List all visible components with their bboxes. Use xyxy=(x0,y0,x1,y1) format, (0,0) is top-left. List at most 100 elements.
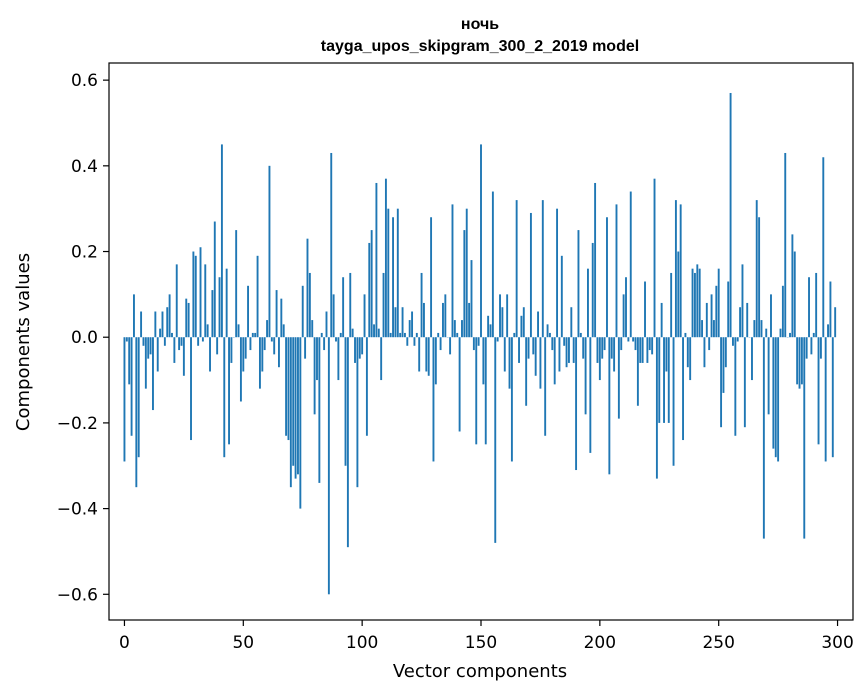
bar xyxy=(354,337,356,363)
bar xyxy=(758,217,761,338)
bar xyxy=(434,337,437,385)
bar xyxy=(430,217,433,338)
bar xyxy=(648,337,651,351)
bar xyxy=(423,302,425,338)
bar xyxy=(617,337,620,419)
bar xyxy=(368,242,371,338)
y-tick-label: 0.2 xyxy=(71,243,98,263)
bar xyxy=(239,337,242,402)
bar xyxy=(563,337,566,346)
bar xyxy=(201,337,204,342)
bar xyxy=(565,337,568,368)
bar xyxy=(732,337,734,346)
bar xyxy=(829,281,832,338)
y-tick-label: 0.0 xyxy=(71,328,98,348)
bar xyxy=(770,294,772,338)
bar xyxy=(249,337,252,351)
bar xyxy=(311,320,314,338)
bar xyxy=(501,307,504,338)
bar xyxy=(370,230,373,338)
bar xyxy=(375,182,378,338)
bar xyxy=(171,332,173,338)
bar xyxy=(568,337,570,363)
bar xyxy=(218,277,221,338)
bar xyxy=(349,272,352,338)
bar xyxy=(461,320,463,338)
chart-title: ночь xyxy=(461,16,499,33)
bar xyxy=(268,165,271,338)
bar xyxy=(135,337,138,488)
bar xyxy=(693,272,696,338)
bar xyxy=(392,217,394,338)
bar xyxy=(258,337,261,389)
bar xyxy=(187,302,190,338)
bar xyxy=(152,337,154,411)
bar xyxy=(639,337,642,363)
bar xyxy=(491,191,494,338)
bar xyxy=(394,307,397,338)
y-tick-label: −0.6 xyxy=(57,585,98,605)
bar xyxy=(306,238,309,338)
bar xyxy=(123,337,126,462)
bar xyxy=(125,337,128,342)
bar xyxy=(363,294,366,338)
bar xyxy=(822,157,825,338)
bar xyxy=(342,277,345,338)
bar xyxy=(266,320,269,338)
bar xyxy=(275,290,278,338)
bar xyxy=(173,337,176,363)
bar xyxy=(672,337,675,466)
bar xyxy=(194,255,197,338)
bar xyxy=(144,337,147,389)
bar xyxy=(553,337,556,385)
bar xyxy=(166,307,169,338)
bar xyxy=(439,337,442,351)
bar xyxy=(484,337,487,445)
bar xyxy=(161,311,164,338)
bar xyxy=(297,337,299,475)
bar xyxy=(705,302,708,338)
bar xyxy=(636,337,639,406)
bar xyxy=(653,178,656,338)
bar xyxy=(546,324,549,338)
bar xyxy=(304,337,307,359)
bar xyxy=(228,337,230,445)
bar xyxy=(572,337,575,363)
bar xyxy=(686,337,689,368)
bar xyxy=(244,337,247,359)
bar xyxy=(280,298,283,338)
bar xyxy=(736,337,739,342)
bar xyxy=(285,337,288,436)
bar xyxy=(824,337,827,462)
bar xyxy=(691,268,694,338)
bar xyxy=(458,337,461,432)
bar xyxy=(192,251,195,338)
bar xyxy=(667,337,670,423)
bar xyxy=(289,337,292,488)
bar xyxy=(544,337,547,436)
bar xyxy=(510,337,513,462)
bar xyxy=(629,191,632,338)
bar xyxy=(663,337,665,423)
bar xyxy=(449,337,452,355)
bar xyxy=(377,328,380,338)
bar xyxy=(767,337,770,415)
bar xyxy=(273,337,276,355)
bar xyxy=(413,337,416,346)
bar xyxy=(427,337,430,376)
bar xyxy=(287,337,290,441)
bar xyxy=(589,337,592,453)
bar xyxy=(213,221,216,338)
bar xyxy=(425,337,428,372)
bar xyxy=(556,208,559,338)
bar xyxy=(608,337,611,475)
bar xyxy=(518,337,520,363)
bar xyxy=(475,337,478,445)
bar xyxy=(805,337,808,359)
bar xyxy=(254,332,257,338)
bar xyxy=(299,337,302,509)
bar xyxy=(724,337,727,368)
bar xyxy=(537,311,539,338)
bar xyxy=(335,337,337,342)
